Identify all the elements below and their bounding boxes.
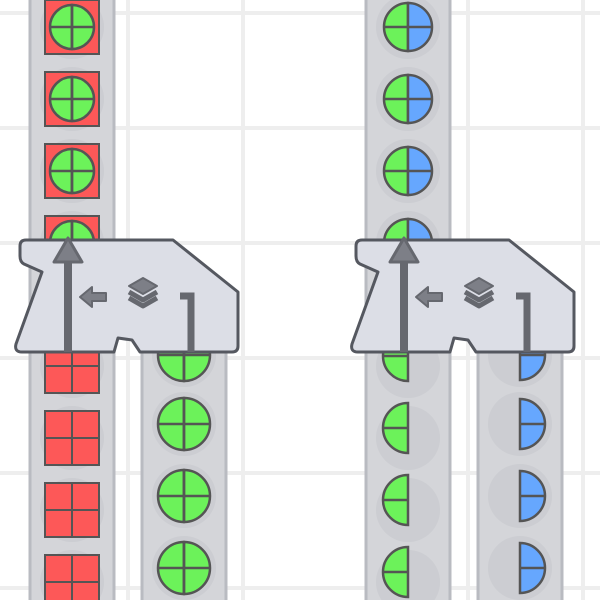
arrow-head-icon (388, 236, 420, 264)
stacker-machine[interactable] (14, 238, 240, 354)
arrow-head-icon (52, 236, 84, 264)
stacker-assembly-left (14, 0, 240, 600)
input-hook-icon (516, 292, 531, 352)
left-arrow-icon (79, 286, 107, 308)
left-arrow-icon (415, 286, 443, 308)
stacker-machine[interactable] (350, 238, 576, 354)
stacker-assembly-right (350, 0, 576, 600)
input-hook-icon (180, 292, 195, 352)
